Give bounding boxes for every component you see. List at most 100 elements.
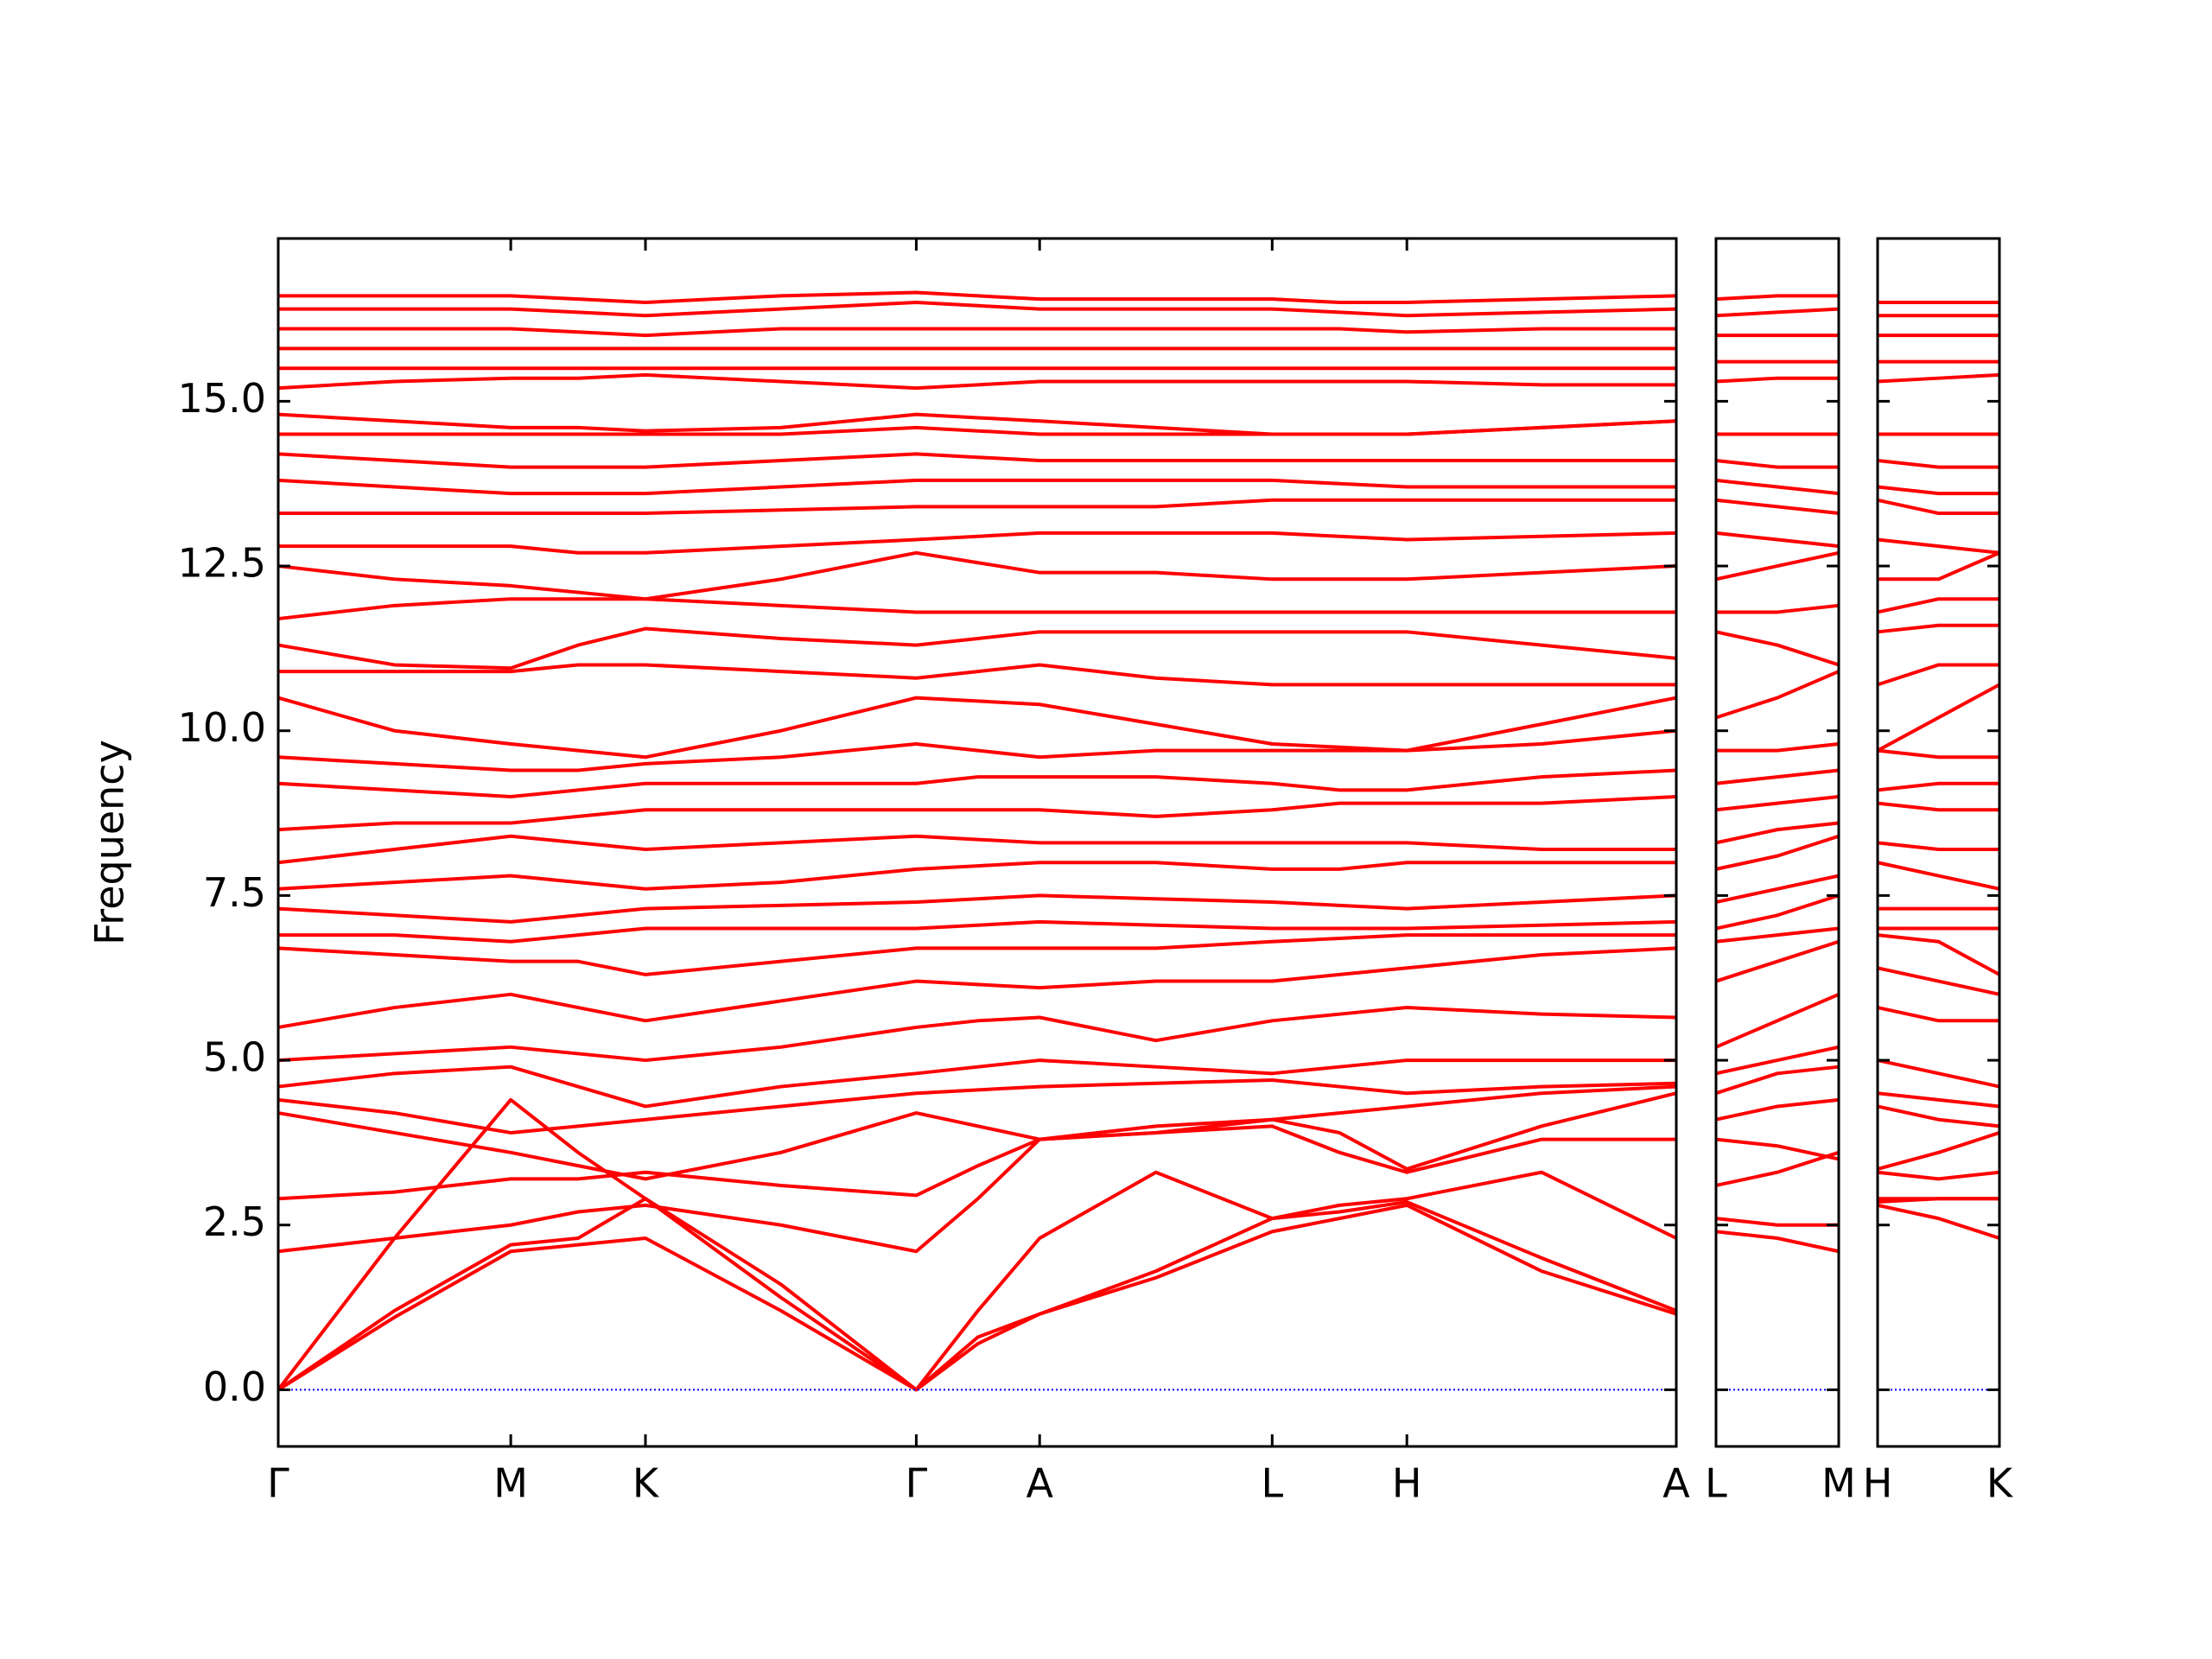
- band-line: [1878, 550, 2000, 582]
- axes-frame: [276, 237, 1678, 1448]
- band-line: [1877, 861, 2000, 891]
- band-line: [277, 794, 1677, 832]
- band-line: [1715, 376, 1839, 384]
- band-line: [1877, 1091, 2000, 1109]
- x-tick-label: H: [1392, 1460, 1422, 1507]
- band-line: [1877, 1104, 2000, 1128]
- band-line: [1715, 550, 1840, 582]
- band-line: [1877, 1170, 2000, 1181]
- band-line: [1877, 459, 1999, 469]
- x-tick-label: A: [1026, 1460, 1053, 1507]
- band-line: [1877, 663, 1999, 687]
- band-line: [1715, 926, 1840, 944]
- y-tick-label: 15.0: [178, 375, 266, 422]
- band-line: [277, 1124, 1676, 1254]
- band-line: [1715, 1217, 1839, 1227]
- band-line: [1715, 531, 1840, 549]
- band-line: [1877, 372, 2000, 384]
- band-line: [277, 933, 1676, 976]
- y-tick-label: 0.0: [203, 1363, 266, 1410]
- band-line: [1715, 478, 1840, 496]
- band-line: [1715, 307, 1840, 318]
- band-line: [1715, 459, 1839, 469]
- band-line: [278, 663, 1676, 687]
- band-line: [277, 372, 1676, 391]
- band-line: [1715, 1150, 1840, 1187]
- band-line: [1877, 1203, 2000, 1240]
- band-line: [278, 327, 1676, 338]
- band-line: [278, 290, 1677, 304]
- band-line: [1715, 821, 1840, 845]
- band-line: [1877, 841, 1999, 852]
- band-line: [1715, 294, 1839, 302]
- band-line: [1877, 537, 2000, 555]
- band-line: [277, 946, 1677, 1029]
- x-tick-label: L: [1705, 1460, 1727, 1507]
- band-line: [277, 696, 1677, 760]
- band-line: [277, 893, 1677, 924]
- band-line: [1877, 748, 1999, 760]
- band-line: [278, 300, 1677, 318]
- band-line: [277, 861, 1676, 891]
- band-line: [1877, 1058, 2000, 1089]
- band-line: [277, 1006, 1677, 1063]
- y-tick-label: 10.0: [178, 704, 266, 751]
- x-tick-label: M: [1821, 1460, 1856, 1507]
- band-line: [276, 1203, 1677, 1392]
- band-line: [277, 412, 1677, 436]
- band-line: [277, 452, 1676, 469]
- band-line: [277, 626, 1677, 671]
- band-line: [277, 1084, 1677, 1181]
- x-tick-label: Γ: [267, 1460, 289, 1507]
- y-tick-label: 12.5: [178, 540, 266, 587]
- band-line: [1715, 795, 1840, 812]
- band-line: [277, 1058, 1676, 1109]
- band-line: [1715, 893, 1840, 931]
- band-line: [277, 1091, 1677, 1201]
- band-line: [1716, 741, 1840, 753]
- band-line: [1877, 597, 1999, 614]
- band-line: [1877, 966, 2000, 996]
- band-line: [277, 550, 1677, 601]
- band-line: [1715, 768, 1840, 785]
- x-tick-label: K: [1986, 1460, 2014, 1507]
- band-line: [278, 531, 1677, 555]
- band-line: [1715, 939, 1840, 983]
- band-line: [1877, 933, 2000, 976]
- band-line: [276, 1097, 1677, 1392]
- band-line: [1715, 1045, 1840, 1076]
- y-tick-label: 2.5: [203, 1198, 266, 1245]
- band-line: [1715, 992, 1840, 1049]
- band-line: [1877, 1131, 2000, 1171]
- y-tick-label: 7.5: [203, 869, 266, 916]
- x-tick-label: Γ: [906, 1460, 928, 1507]
- band-line: [277, 834, 1676, 865]
- band-line: [277, 768, 1677, 798]
- x-tick-label: K: [632, 1460, 660, 1507]
- band-line: [1877, 623, 1999, 634]
- band-line: [1715, 1065, 1840, 1096]
- band-line: [1877, 801, 1999, 812]
- x-tick-label: L: [1262, 1460, 1284, 1507]
- band-line: [1877, 781, 1999, 792]
- band-line: [1715, 630, 1840, 667]
- band-line: [1715, 1097, 1840, 1122]
- band-line: [1715, 670, 1840, 720]
- band-line: [1715, 1230, 1840, 1254]
- band-line: [1715, 834, 1840, 871]
- band-line: [277, 597, 1676, 621]
- x-tick-label: H: [1863, 1460, 1893, 1507]
- band-line: [278, 919, 1677, 944]
- band-line: [1877, 485, 1999, 496]
- axes-frame: [1714, 237, 1840, 1448]
- band-line: [1715, 874, 1840, 904]
- band-line: [278, 498, 1676, 516]
- band-line: [1715, 1137, 1840, 1161]
- x-tick-label: M: [493, 1460, 528, 1507]
- band-line: [277, 478, 1676, 496]
- band-line: [277, 728, 1677, 772]
- y-axis-label: Frequency: [86, 740, 133, 945]
- band-line: [1715, 498, 1840, 516]
